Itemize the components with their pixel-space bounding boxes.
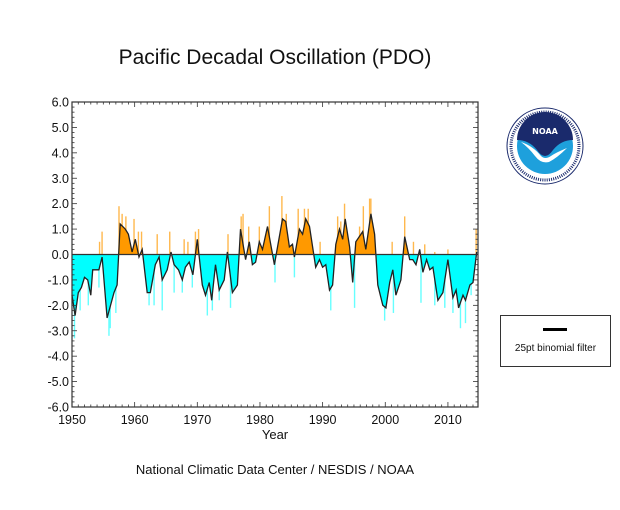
noaa-logo: NOAA — [506, 107, 584, 185]
legend-line-swatch — [543, 328, 567, 331]
y-tick-label: -1.0 — [47, 273, 69, 287]
x-tick-label: 2000 — [371, 413, 399, 427]
y-tick-label: 2.0 — [52, 197, 69, 211]
y-tick-label: 5.0 — [52, 121, 69, 135]
y-tick-label: 4.0 — [52, 146, 69, 160]
y-tick-label: -4.0 — [47, 350, 69, 364]
y-tick-label: -6.0 — [47, 401, 69, 415]
chart-source-credit: National Climatic Data Center / NESDIS /… — [135, 462, 415, 477]
y-tick-label: -2.0 — [47, 299, 69, 313]
legend-label: 25pt binomial filter — [514, 343, 597, 354]
x-tick-label: 1990 — [309, 413, 337, 427]
x-tick-label: 2010 — [434, 413, 462, 427]
filter-line — [71, 213, 478, 319]
y-tick-label: 6.0 — [52, 96, 69, 110]
legend: 25pt binomial filter — [500, 315, 611, 367]
y-tick-label: 0.0 — [52, 248, 69, 262]
x-tick-label: 1950 — [58, 413, 86, 427]
logo-text: NOAA — [532, 127, 558, 136]
x-tick-label: 1980 — [246, 413, 274, 427]
y-tick-label: -5.0 — [47, 375, 69, 389]
chart-title: Pacific Decadal Oscillation (PDO) — [118, 46, 432, 69]
y-tick-label: 3.0 — [52, 172, 69, 186]
negative-area — [72, 254, 477, 318]
y-tick-label: -3.0 — [47, 324, 69, 338]
x-tick-label: 1960 — [121, 413, 149, 427]
y-tick-label: 1.0 — [52, 223, 69, 237]
x-axis-label: Year — [262, 427, 289, 442]
x-tick-label: 1970 — [183, 413, 211, 427]
